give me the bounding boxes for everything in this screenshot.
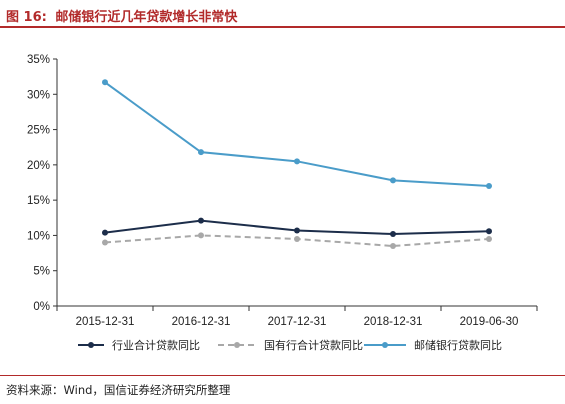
series-psbc-line xyxy=(104,81,490,188)
series-state-owned-point xyxy=(198,232,204,239)
series-industry-point xyxy=(390,231,396,238)
series-state-owned-point xyxy=(294,235,300,242)
y-tick-label: 20% xyxy=(27,160,50,172)
legend-item-psbc: 邮储银行贷款同比 xyxy=(364,333,502,357)
legend-label-state-owned: 国有行合计贷款同比 xyxy=(264,339,363,352)
y-tick-label: 0% xyxy=(33,301,50,313)
figure-title: 图 16: 邮储银行近几年贷款增长非常快 xyxy=(0,0,565,28)
chart-axes: 0% 5% 10% 15% 20% 25% 30% 35% 2015-12-31 2016-12-… xyxy=(27,54,538,328)
y-tick-label: 35% xyxy=(27,54,50,66)
series-state-owned-point xyxy=(102,239,108,246)
x-tick-label: 2015-12-31 xyxy=(76,316,135,328)
series-psbc-point xyxy=(390,177,396,184)
figure-caption: 邮储银行近几年贷款增长非常快 xyxy=(55,10,238,25)
line-chart: 0% 5% 10% 15% 20% 25% 30% 35% 2015-12-31 2016-12-… xyxy=(27,54,538,328)
series-state-owned-point xyxy=(486,235,492,242)
series-psbc-point xyxy=(294,158,300,165)
legend-marker-state-owned xyxy=(218,342,256,348)
series-industry-point xyxy=(486,228,492,235)
y-tick-label: 30% xyxy=(27,89,50,101)
source-note: 资料来源：Wind，国信证券经济研究所整理 xyxy=(6,383,231,397)
chart-series xyxy=(102,79,492,250)
legend-item-state-owned: 国有行合计贷款同比 xyxy=(218,333,363,357)
series-industry-point xyxy=(294,227,300,234)
x-tick-label: 2016-12-31 xyxy=(172,316,231,328)
series-industry-point xyxy=(198,217,204,224)
y-tick-label: 15% xyxy=(27,195,50,207)
chart-legend: 行业合计贷款同比 国有行合计贷款同比 邮储银行贷款同比 xyxy=(0,333,565,357)
series-psbc-point xyxy=(198,149,204,156)
y-tick-label: 10% xyxy=(27,230,50,242)
legend-marker-psbc xyxy=(364,342,406,348)
y-tick-label: 5% xyxy=(33,266,50,278)
series-psbc-point xyxy=(102,79,108,86)
legend-label-psbc: 邮储银行贷款同比 xyxy=(414,339,502,352)
x-tick-label: 2017-12-31 xyxy=(268,316,327,328)
x-tick-label: 2018-12-31 xyxy=(364,316,423,328)
series-psbc-point xyxy=(486,183,492,190)
legend-marker-industry xyxy=(78,342,104,348)
source-divider xyxy=(0,375,565,376)
figure-label: 图 16: xyxy=(6,10,47,25)
series-state-owned-point xyxy=(390,243,396,250)
series-industry-point xyxy=(102,229,108,236)
y-tick-label: 25% xyxy=(27,125,50,137)
x-tick-label: 2019-06-30 xyxy=(460,316,519,328)
legend-label-industry: 行业合计贷款同比 xyxy=(112,339,200,352)
legend-item-industry: 行业合计贷款同比 xyxy=(78,333,200,357)
